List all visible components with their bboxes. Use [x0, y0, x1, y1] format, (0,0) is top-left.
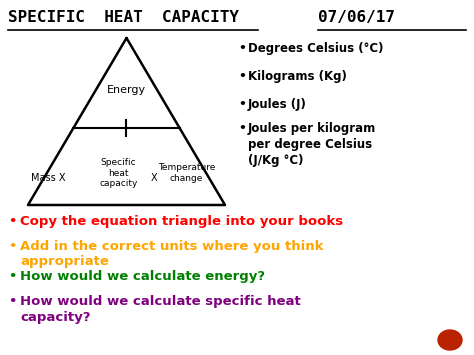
Text: How would we calculate energy?: How would we calculate energy?: [20, 270, 265, 283]
Text: X: X: [151, 173, 158, 183]
Text: •: •: [238, 98, 246, 111]
Text: Kilograms (Kg): Kilograms (Kg): [248, 70, 347, 83]
Text: Degrees Celsius (°C): Degrees Celsius (°C): [248, 42, 383, 55]
Text: 07/06/17: 07/06/17: [318, 10, 395, 25]
Text: Add in the correct units where you think
appropriate: Add in the correct units where you think…: [20, 240, 323, 268]
Text: Mass X: Mass X: [31, 173, 65, 183]
Text: •: •: [238, 70, 246, 83]
Text: Joules per kilogram
per degree Celsius
(J/Kg °C): Joules per kilogram per degree Celsius (…: [248, 122, 376, 167]
Text: •: •: [238, 122, 246, 135]
Text: Copy the equation triangle into your books: Copy the equation triangle into your boo…: [20, 215, 343, 228]
Text: •: •: [8, 295, 17, 308]
Text: Energy: Energy: [107, 85, 146, 95]
Text: Joules (J): Joules (J): [248, 98, 307, 111]
Text: •: •: [8, 215, 17, 228]
Text: •: •: [238, 42, 246, 55]
Ellipse shape: [438, 330, 462, 350]
Text: How would we calculate specific heat
capacity?: How would we calculate specific heat cap…: [20, 295, 301, 323]
Text: Specific
heat
capacity: Specific heat capacity: [100, 158, 137, 188]
Text: •: •: [8, 270, 17, 283]
Text: •: •: [8, 240, 17, 253]
Text: Temperature
change: Temperature change: [158, 163, 215, 183]
Text: SPECIFIC  HEAT  CAPACITY: SPECIFIC HEAT CAPACITY: [8, 10, 239, 25]
